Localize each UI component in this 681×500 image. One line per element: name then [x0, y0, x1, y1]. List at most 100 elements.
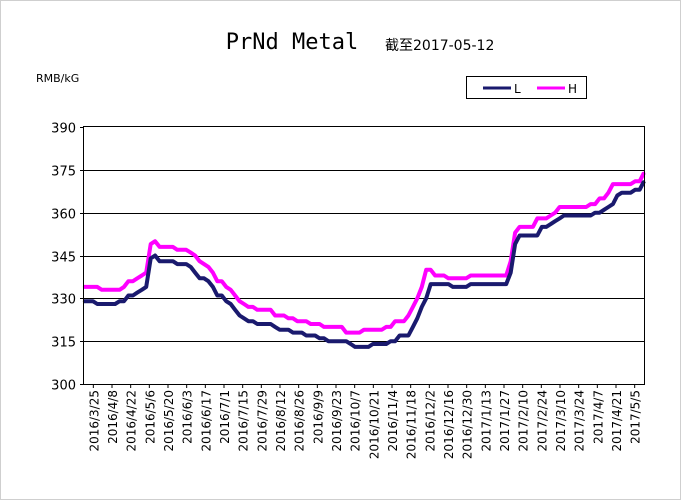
point-L	[162, 260, 166, 263]
point-H	[345, 331, 348, 334]
point-H	[113, 288, 117, 291]
point-H	[91, 285, 95, 289]
point-H	[407, 314, 410, 317]
point-L	[380, 342, 383, 346]
point-H	[571, 205, 575, 209]
point-L	[553, 220, 557, 223]
point-L	[349, 342, 352, 346]
point-L	[282, 328, 286, 331]
plot-area	[83, 126, 645, 385]
point-H	[158, 245, 161, 249]
point-L	[251, 320, 255, 323]
point-L	[620, 191, 623, 194]
point-H	[442, 274, 446, 277]
point-H	[118, 288, 121, 291]
point-H	[393, 320, 397, 323]
chart-title: PrNd Metal	[226, 30, 358, 55]
point-H	[411, 305, 415, 309]
point-H	[229, 288, 232, 291]
point-L	[353, 345, 357, 349]
point-H	[371, 328, 375, 331]
point-H	[580, 205, 583, 209]
point-H	[496, 274, 499, 277]
point-L	[362, 345, 366, 349]
point-L	[207, 280, 210, 283]
point-L	[491, 282, 495, 286]
point-H	[149, 242, 152, 246]
point-L	[469, 282, 472, 286]
x-tick-label: 2016/11/4	[386, 390, 400, 452]
point-L	[611, 202, 615, 206]
point-H	[238, 300, 241, 303]
point-H	[336, 325, 339, 329]
point-L	[500, 282, 503, 286]
point-L	[109, 302, 112, 306]
point-L	[140, 288, 143, 291]
point-L	[153, 254, 157, 257]
point-L	[327, 340, 330, 343]
point-H	[589, 202, 592, 206]
x-tick-label: 2016/4/22	[125, 390, 139, 452]
point-L	[127, 294, 130, 297]
point-L	[593, 211, 597, 214]
point-H	[100, 288, 104, 291]
legend-label-L: L	[514, 82, 521, 96]
point-H	[131, 280, 135, 283]
point-H	[318, 322, 321, 326]
point-L	[456, 285, 459, 289]
point-L	[247, 320, 250, 323]
point-L	[576, 214, 579, 217]
x-tick-label: 2016/4/8	[106, 390, 120, 444]
point-H	[189, 251, 192, 254]
point-H	[567, 205, 570, 209]
y-tick-label: 360	[51, 208, 76, 223]
point-L	[438, 282, 441, 286]
point-L	[638, 188, 641, 191]
point-L	[185, 262, 188, 266]
point-H	[282, 314, 286, 317]
point-H	[558, 205, 561, 209]
point-L	[420, 305, 423, 309]
point-L	[202, 277, 206, 280]
point-L	[482, 282, 486, 286]
point-H	[398, 320, 401, 323]
point-H	[425, 268, 428, 271]
point-H	[278, 314, 281, 317]
point-L	[358, 345, 361, 349]
point-L	[273, 325, 277, 329]
point-L	[149, 257, 152, 260]
point-H	[465, 277, 468, 280]
x-tick-label: 2016/6/17	[199, 390, 213, 452]
point-H	[602, 197, 606, 200]
point-L	[385, 342, 388, 346]
point-H	[251, 305, 255, 309]
point-H	[482, 274, 486, 277]
point-H	[620, 182, 623, 186]
point-L	[118, 300, 121, 303]
point-H	[309, 322, 312, 326]
x-tick-label: 2016/7/29	[255, 390, 269, 452]
x-tick-label: 2016/9/9	[311, 390, 325, 444]
point-H	[269, 308, 272, 311]
x-tick-label: 2017/1/27	[498, 390, 512, 452]
point-H	[593, 202, 597, 206]
point-H	[545, 217, 548, 220]
point-L	[496, 282, 499, 286]
point-L	[113, 302, 117, 306]
point-L	[585, 214, 588, 217]
point-H	[402, 320, 406, 323]
point-L	[460, 285, 463, 289]
y-tick-label: 315	[51, 336, 76, 351]
point-L	[598, 211, 601, 214]
x-tick-label: 2016/8/26	[293, 390, 307, 452]
y-axis-ticks: 300 315 330 345 360 375 390	[51, 122, 84, 394]
point-H	[553, 211, 557, 214]
point-H	[562, 205, 566, 209]
point-L	[558, 217, 561, 220]
y-tick-label: 345	[51, 251, 76, 266]
point-L	[91, 300, 95, 303]
point-H	[518, 225, 521, 229]
point-L	[478, 282, 481, 286]
point-H	[247, 305, 250, 309]
